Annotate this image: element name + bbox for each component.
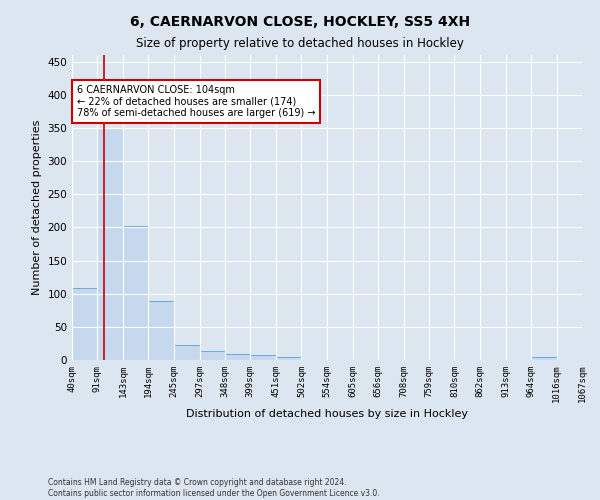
Bar xyxy=(250,354,276,360)
Text: 6 CAERNARVON CLOSE: 104sqm
← 22% of detached houses are smaller (174)
78% of sem: 6 CAERNARVON CLOSE: 104sqm ← 22% of deta… xyxy=(77,85,316,118)
X-axis label: Distribution of detached houses by size in Hockley: Distribution of detached houses by size … xyxy=(186,410,468,420)
Bar xyxy=(97,128,123,360)
Text: 6, CAERNARVON CLOSE, HOCKLEY, SS5 4XH: 6, CAERNARVON CLOSE, HOCKLEY, SS5 4XH xyxy=(130,15,470,29)
Text: Size of property relative to detached houses in Hockley: Size of property relative to detached ho… xyxy=(136,38,464,51)
Y-axis label: Number of detached properties: Number of detached properties xyxy=(32,120,42,295)
Bar xyxy=(531,356,557,360)
Bar xyxy=(72,288,97,360)
Bar xyxy=(276,358,301,360)
Bar xyxy=(200,350,225,360)
Bar xyxy=(148,301,174,360)
Text: Contains HM Land Registry data © Crown copyright and database right 2024.
Contai: Contains HM Land Registry data © Crown c… xyxy=(48,478,380,498)
Bar xyxy=(174,345,200,360)
Bar xyxy=(123,226,148,360)
Bar xyxy=(225,354,250,360)
